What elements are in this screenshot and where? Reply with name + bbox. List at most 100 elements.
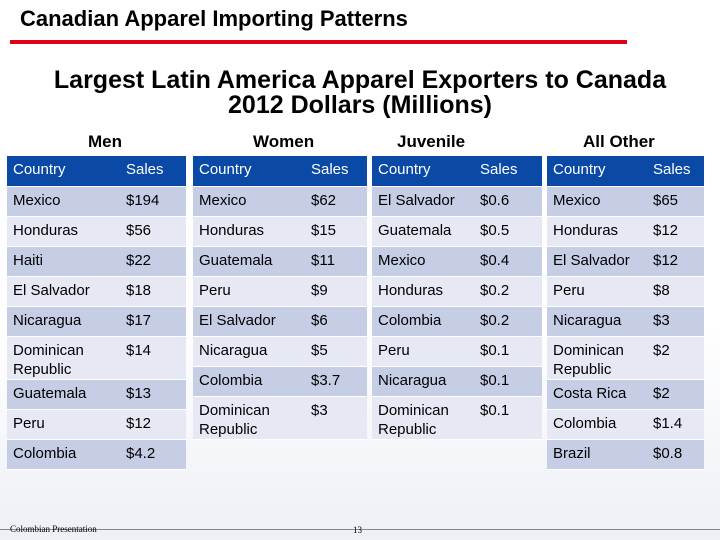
table-row: Brazil $0.8 (547, 439, 704, 470)
title-underline (10, 40, 627, 44)
slide-subtitle: Largest Latin America Apparel Exporters … (0, 68, 720, 118)
slide-title: Canadian Apparel Importing Patterns (20, 6, 408, 31)
country-cell: Mexico (193, 186, 305, 217)
table-row: Mexico $0.4 (372, 246, 542, 277)
header-country: Country (193, 156, 305, 187)
country-cell: Colombia (7, 439, 120, 470)
country-cell: Brazil (547, 439, 647, 470)
country-cell: Dominican Republic (193, 396, 305, 440)
all-other-label: All Other (583, 132, 655, 151)
table-row: Peru $12 (7, 409, 186, 440)
sales-cell: $9 (305, 276, 367, 307)
country-cell: Colombia (547, 409, 647, 440)
sales-cell: $12 (647, 246, 704, 277)
table-row: Nicaragua $5 (193, 336, 367, 367)
country-cell: Nicaragua (7, 306, 120, 337)
country-cell: Peru (7, 409, 120, 440)
table-row: Honduras $0.2 (372, 276, 542, 307)
country-cell: Dominican Republic (547, 336, 647, 380)
sales-cell: $0.8 (647, 439, 704, 470)
table-row: Mexico $65 (547, 186, 704, 217)
table-row: Dominican Republic $14 (7, 336, 186, 380)
sales-cell: $3 (647, 306, 704, 337)
table-row: Dominican Republic $2 (547, 336, 704, 380)
sales-cell: $0.2 (474, 306, 542, 337)
sales-cell: $0.1 (474, 336, 542, 367)
country-cell: El Salvador (372, 186, 474, 217)
table-row: Nicaragua $0.1 (372, 366, 542, 397)
women-table: Country Sales Mexico $62 Honduras $15 Guatemal… (193, 156, 367, 440)
table-row: El Salvador $6 (193, 306, 367, 337)
country-cell: Colombia (193, 366, 305, 397)
header-country: Country (7, 156, 120, 187)
table-row: Guatemala $13 (7, 379, 186, 410)
sales-cell: $15 (305, 216, 367, 247)
table-row: Peru $0.1 (372, 336, 542, 367)
women-label: Women (253, 132, 315, 151)
men-label: Men (88, 132, 122, 151)
table-row: Mexico $62 (193, 186, 367, 217)
sales-cell: $6 (305, 306, 367, 337)
sales-cell: $0.1 (474, 396, 542, 440)
footer-text: Colombian Presentation (10, 524, 97, 534)
table-row: Colombia $0.2 (372, 306, 542, 337)
country-cell: Peru (372, 336, 474, 367)
table-header-row: Country Sales (372, 156, 542, 187)
sales-cell: $0.1 (474, 366, 542, 397)
table-row: Colombia $1.4 (547, 409, 704, 440)
country-cell: Guatemala (193, 246, 305, 277)
table-row: Honduras $15 (193, 216, 367, 247)
sales-cell: $8 (647, 276, 704, 307)
header-country: Country (547, 156, 647, 187)
table-row: Peru $8 (547, 276, 704, 307)
country-cell: El Salvador (7, 276, 120, 307)
sales-cell: $62 (305, 186, 367, 217)
country-cell: Nicaragua (193, 336, 305, 367)
sales-cell: $194 (120, 186, 186, 217)
country-cell: Guatemala (372, 216, 474, 247)
header-sales: Sales (474, 156, 542, 187)
sales-cell: $2 (647, 379, 704, 410)
sales-cell: $56 (120, 216, 186, 247)
footer-divider (0, 529, 720, 540)
sales-cell: $0.5 (474, 216, 542, 247)
header-sales: Sales (305, 156, 367, 187)
country-cell: Mexico (7, 186, 120, 217)
table-row: Colombia $3.7 (193, 366, 367, 397)
table-row: Peru $9 (193, 276, 367, 307)
table-row: Nicaragua $3 (547, 306, 704, 337)
country-cell: Mexico (372, 246, 474, 277)
sales-cell: $18 (120, 276, 186, 307)
country-cell: Honduras (372, 276, 474, 307)
country-cell: Haiti (7, 246, 120, 277)
sales-cell: $5 (305, 336, 367, 367)
table-row: Dominican Republic $0.1 (372, 396, 542, 440)
country-cell: Honduras (7, 216, 120, 247)
all-other-table: Country Sales Mexico $65 Honduras $12 El Salva… (547, 156, 704, 470)
men-table: Country Sales Mexico $194 Honduras $56 Haiti $2… (7, 156, 186, 470)
country-cell: Nicaragua (372, 366, 474, 397)
sales-cell: $22 (120, 246, 186, 277)
table-row: Guatemala $11 (193, 246, 367, 277)
juvenile-label: Juvenile (397, 132, 466, 151)
country-cell: Colombia (372, 306, 474, 337)
table-header-row: Country Sales (193, 156, 367, 187)
country-cell: Honduras (193, 216, 305, 247)
table-row: Mexico $194 (7, 186, 186, 217)
sales-cell: $0.4 (474, 246, 542, 277)
table-row: Nicaragua $17 (7, 306, 186, 337)
table-row: El Salvador $12 (547, 246, 704, 277)
sales-cell: $17 (120, 306, 186, 337)
sales-cell: $11 (305, 246, 367, 277)
sales-cell: $0.6 (474, 186, 542, 217)
country-cell: Costa Rica (547, 379, 647, 410)
table-row: El Salvador $0.6 (372, 186, 542, 217)
subtitle-line-2: 2012 Dollars (Millions) (228, 91, 492, 119)
sales-cell: $4.2 (120, 439, 186, 470)
table-header-row: Country Sales (547, 156, 704, 187)
country-cell: El Salvador (193, 306, 305, 337)
country-cell: Dominican Republic (372, 396, 474, 440)
header-sales: Sales (120, 156, 186, 187)
country-cell: Nicaragua (547, 306, 647, 337)
table-row: Honduras $12 (547, 216, 704, 247)
